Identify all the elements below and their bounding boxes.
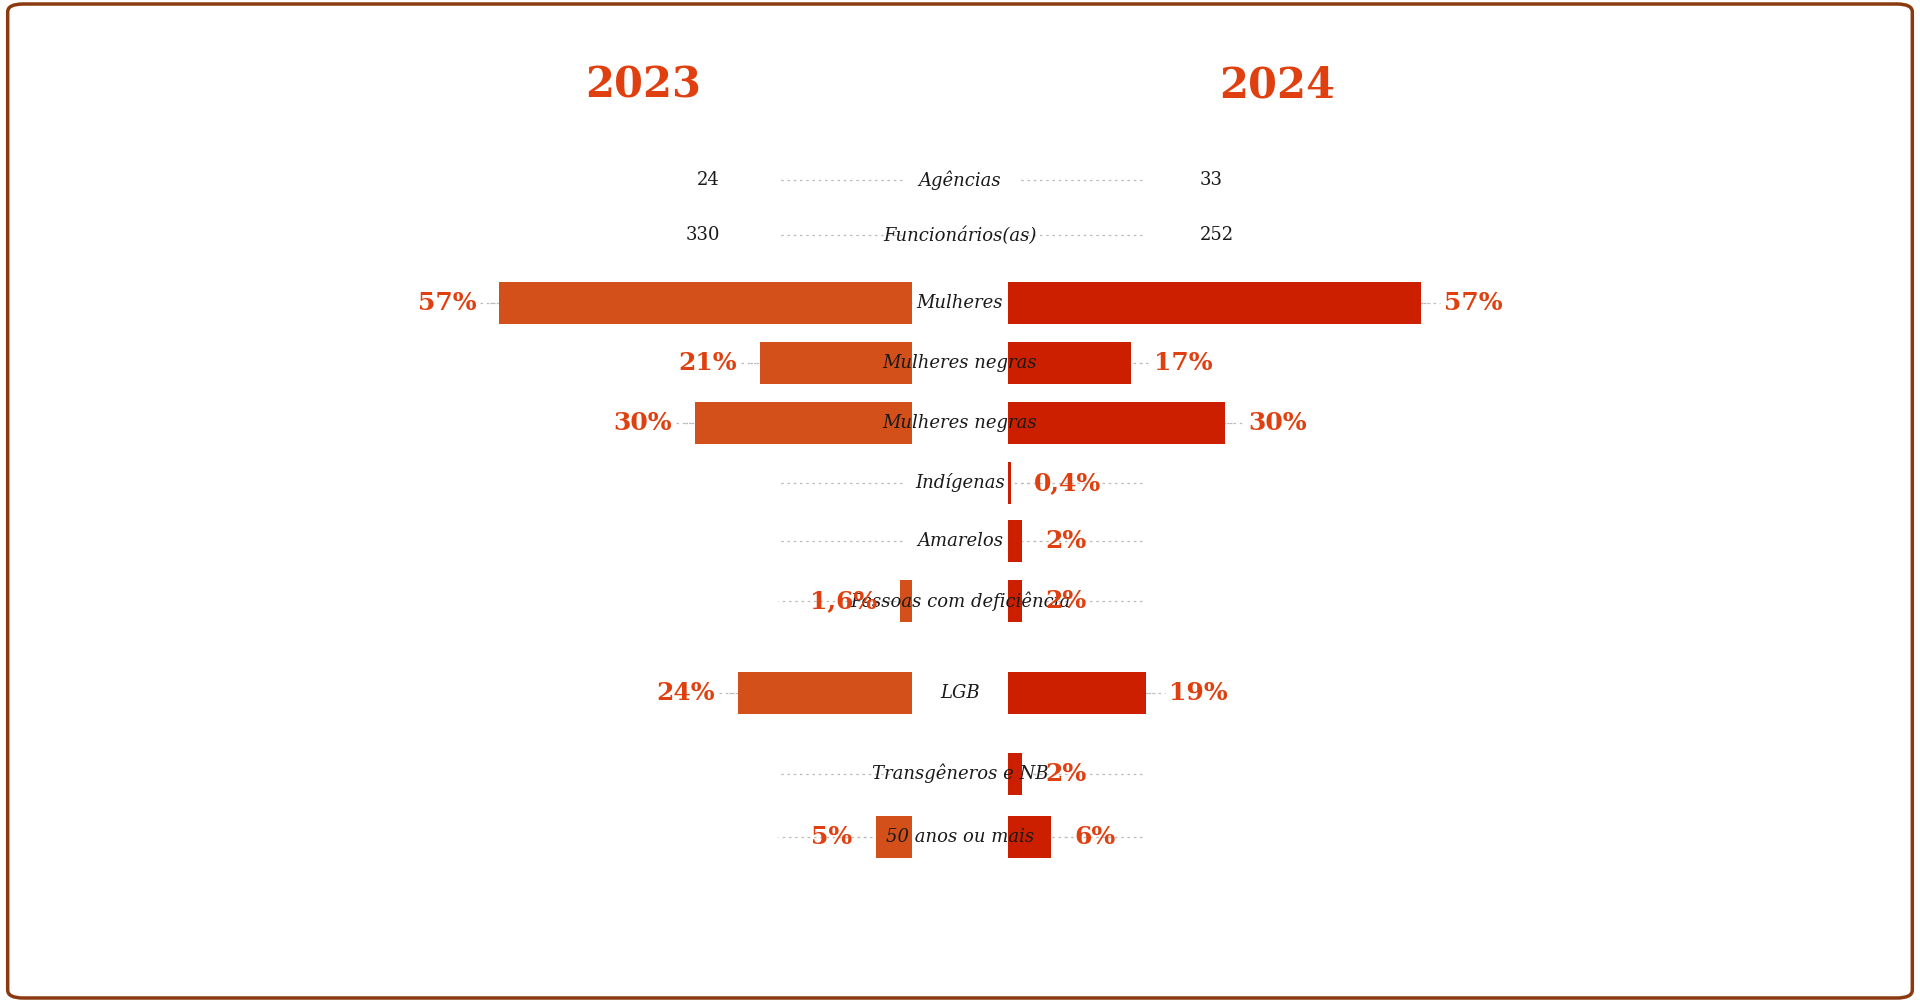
Text: 2024: 2024: [1219, 64, 1334, 106]
Text: Mulheres negras: Mulheres negras: [883, 354, 1037, 372]
Text: LGB: LGB: [941, 684, 979, 702]
Text: 2023: 2023: [586, 64, 701, 106]
Text: Mulheres negras: Mulheres negras: [883, 414, 1037, 432]
Text: Amarelos: Amarelos: [918, 532, 1002, 550]
Text: 19%: 19%: [1169, 681, 1227, 705]
Text: Agências: Agências: [918, 170, 1002, 190]
Text: 0,4%: 0,4%: [1035, 471, 1102, 495]
Text: 6%: 6%: [1075, 825, 1116, 849]
Text: 5%: 5%: [812, 825, 852, 849]
Text: 30%: 30%: [1248, 411, 1308, 435]
Text: 30%: 30%: [612, 411, 672, 435]
Text: 33: 33: [1200, 171, 1223, 189]
Text: 17%: 17%: [1154, 351, 1213, 375]
Text: 2%: 2%: [1046, 762, 1087, 786]
Text: Transgêneros e NB: Transgêneros e NB: [872, 764, 1048, 784]
Text: Funcionários(as): Funcionários(as): [883, 226, 1037, 244]
Text: 21%: 21%: [678, 351, 737, 375]
Text: 57%: 57%: [417, 291, 476, 315]
Text: 57%: 57%: [1444, 291, 1503, 315]
Text: Indígenas: Indígenas: [916, 474, 1004, 492]
Text: 330: 330: [685, 226, 720, 244]
Text: 252: 252: [1200, 226, 1235, 244]
Text: 2%: 2%: [1046, 589, 1087, 613]
Text: Mulheres: Mulheres: [916, 294, 1004, 312]
Text: 24: 24: [697, 171, 720, 189]
Text: 1,6%: 1,6%: [810, 589, 877, 613]
Text: Pessoas com deficiência: Pessoas com deficiência: [851, 591, 1069, 611]
Text: 2%: 2%: [1046, 529, 1087, 553]
Text: 50 anos ou mais: 50 anos ou mais: [885, 828, 1035, 846]
Text: 24%: 24%: [657, 681, 714, 705]
